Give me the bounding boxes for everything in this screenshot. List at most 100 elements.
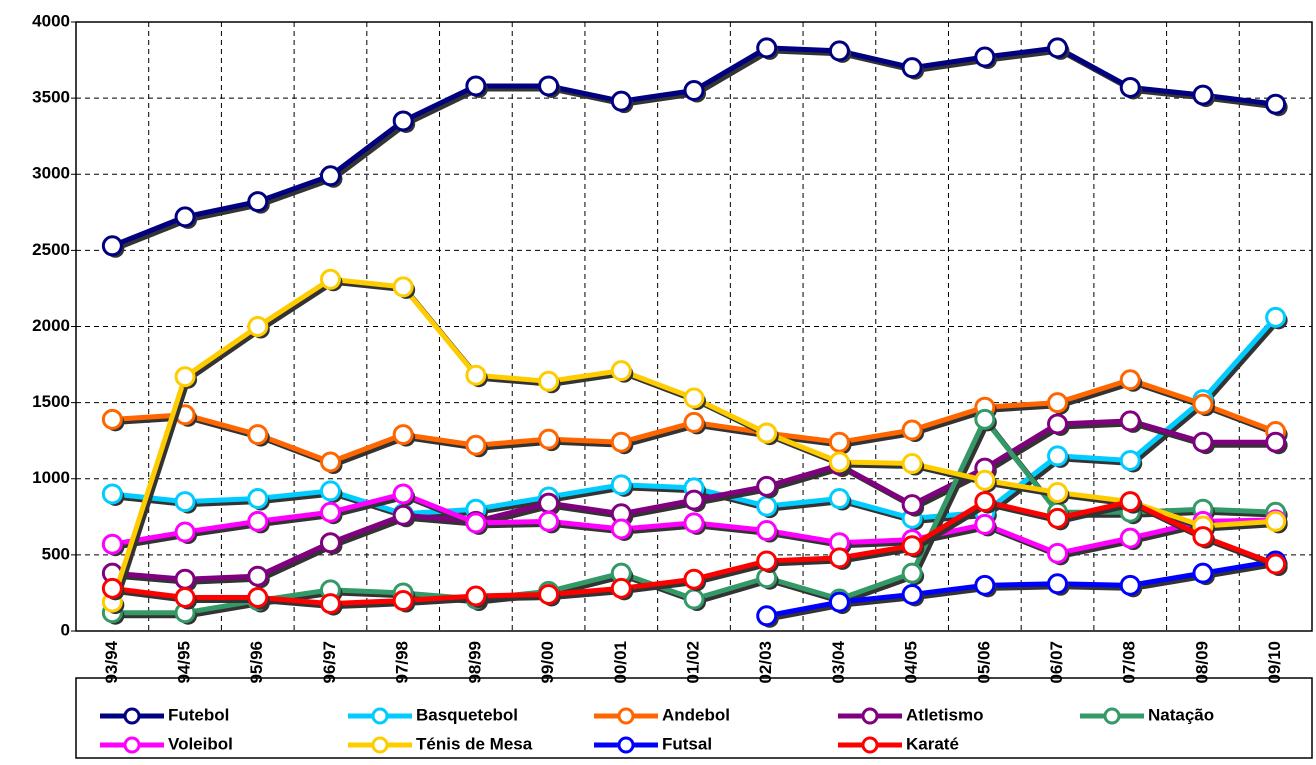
legend-marker xyxy=(371,707,389,725)
marker xyxy=(756,605,778,627)
plot-border xyxy=(75,21,1313,632)
y-tick-label: 1500 xyxy=(32,392,70,411)
marker xyxy=(319,501,341,523)
marker xyxy=(610,360,632,382)
legend-marker xyxy=(861,707,879,725)
marker xyxy=(683,387,705,409)
y-tick-label: 3500 xyxy=(32,88,70,107)
marker xyxy=(1047,507,1069,529)
marker xyxy=(974,491,996,513)
marker xyxy=(538,370,560,392)
marker xyxy=(756,495,778,517)
marker xyxy=(319,593,341,615)
marker xyxy=(974,513,996,535)
marker xyxy=(610,431,632,453)
x-tick-label: 07/08 xyxy=(1120,641,1139,684)
series-line xyxy=(111,45,1276,249)
marker xyxy=(538,428,560,450)
marker xyxy=(465,512,487,534)
marker xyxy=(974,46,996,68)
marker xyxy=(1047,542,1069,564)
marker xyxy=(610,518,632,540)
marker xyxy=(1192,431,1214,453)
x-tick-label: 08/09 xyxy=(1192,641,1211,684)
y-tick-label: 2500 xyxy=(32,240,70,259)
marker xyxy=(319,165,341,187)
marker xyxy=(901,583,923,605)
series-line xyxy=(109,276,1276,603)
marker xyxy=(1047,413,1069,435)
marker xyxy=(101,577,123,599)
marker xyxy=(683,588,705,610)
marker xyxy=(610,90,632,112)
marker xyxy=(1265,431,1287,453)
marker xyxy=(683,411,705,433)
x-tick-label: 04/05 xyxy=(902,641,921,684)
marker xyxy=(247,565,269,587)
marker xyxy=(538,492,560,514)
marker xyxy=(174,587,196,609)
marker xyxy=(319,451,341,473)
x-tick-label: 01/02 xyxy=(683,641,702,684)
marker xyxy=(101,533,123,555)
marker xyxy=(1119,449,1141,471)
marker xyxy=(247,587,269,609)
x-tick-label: 99/00 xyxy=(538,641,557,684)
legend-marker xyxy=(861,736,879,754)
marker xyxy=(683,489,705,511)
marker xyxy=(1265,93,1287,115)
marker xyxy=(174,491,196,513)
marker xyxy=(392,424,414,446)
marker xyxy=(1047,481,1069,503)
legend-marker xyxy=(123,707,141,725)
marker xyxy=(538,510,560,532)
marker xyxy=(247,424,269,446)
marker xyxy=(1265,510,1287,532)
marker xyxy=(101,483,123,505)
marker xyxy=(974,574,996,596)
marker xyxy=(1192,562,1214,584)
y-tick-label: 2000 xyxy=(32,316,70,335)
marker xyxy=(174,206,196,228)
legend-marker xyxy=(617,707,635,725)
legend-marker xyxy=(617,736,635,754)
line-shadow xyxy=(112,279,1279,606)
x-tick-label: 03/04 xyxy=(829,640,848,683)
marker xyxy=(828,547,850,569)
x-tick-label: 00/01 xyxy=(611,641,630,684)
marker xyxy=(828,40,850,62)
marker xyxy=(683,80,705,102)
marker xyxy=(828,431,850,453)
marker xyxy=(1265,553,1287,575)
y-tick-label: 0 xyxy=(61,620,70,639)
x-tick-label: 97/98 xyxy=(393,641,412,684)
marker xyxy=(901,562,923,584)
y-tick-label: 4000 xyxy=(32,11,70,30)
legend-marker xyxy=(1103,707,1121,725)
legend-label: Natação xyxy=(1148,705,1214,724)
marker xyxy=(538,583,560,605)
marker xyxy=(174,366,196,388)
x-tick-label: 06/07 xyxy=(1047,641,1066,684)
marker xyxy=(247,316,269,337)
marker xyxy=(901,57,923,79)
legend-marker xyxy=(123,736,141,754)
marker xyxy=(610,474,632,496)
marker xyxy=(247,510,269,532)
marker xyxy=(756,37,778,59)
marker xyxy=(756,422,778,444)
legend-label: Ténis de Mesa xyxy=(416,734,533,753)
marker xyxy=(319,480,341,502)
x-tick-label: 95/96 xyxy=(247,641,266,684)
marker xyxy=(756,520,778,542)
marker xyxy=(392,110,414,132)
marker xyxy=(101,408,123,430)
marker xyxy=(1119,574,1141,596)
x-tick-label: 93/94 xyxy=(102,640,121,683)
marker xyxy=(901,453,923,475)
marker xyxy=(1119,527,1141,549)
marker xyxy=(1047,37,1069,59)
legend-label: Futsal xyxy=(662,734,712,753)
marker xyxy=(538,75,560,97)
